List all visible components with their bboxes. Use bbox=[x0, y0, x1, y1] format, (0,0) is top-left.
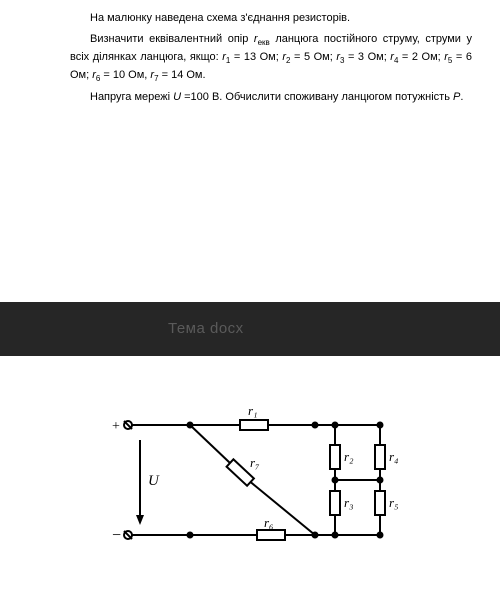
txt: =100 В. Обчислити споживану ланцюгом пот… bbox=[181, 91, 453, 103]
svg-text:r₇: r₇ bbox=[250, 455, 260, 470]
eq-r4: = 2 Ом; bbox=[398, 51, 444, 63]
txt: Визначити еквівалентний опір bbox=[90, 33, 254, 45]
eq-r6: = 10 Ом, bbox=[100, 69, 150, 81]
circuit-diagram: + − U r₁ r₂ bbox=[100, 405, 410, 555]
eq-r3: = 3 Ом; bbox=[344, 51, 390, 63]
svg-text:U: U bbox=[148, 473, 160, 489]
svg-text:r₅: r₅ bbox=[389, 495, 399, 510]
sub-ekv: екв bbox=[258, 38, 270, 47]
svg-text:r₆: r₆ bbox=[264, 515, 274, 530]
band-text: Тема docx bbox=[168, 320, 244, 337]
svg-text:r₄: r₄ bbox=[389, 449, 399, 464]
separator-band: Тема docx bbox=[0, 302, 500, 356]
svg-text:−: − bbox=[112, 527, 121, 544]
svg-text:r₁: r₁ bbox=[248, 405, 258, 418]
txt: Напруга мережі bbox=[90, 91, 173, 103]
problem-line-1: На малюнку наведена схема з'єднання рези… bbox=[70, 10, 472, 27]
problem-text: На малюнку наведена схема з'єднання рези… bbox=[0, 0, 500, 106]
problem-line-3: Напруга мережі U =100 В. Обчислити спожи… bbox=[70, 89, 472, 106]
svg-text:+: + bbox=[112, 419, 120, 434]
eq-r7: = 14 Ом. bbox=[159, 69, 206, 81]
eq-r2: = 5 Ом; bbox=[290, 51, 336, 63]
sym-U: U bbox=[173, 91, 181, 103]
txt: . bbox=[460, 91, 463, 103]
svg-text:r₃: r₃ bbox=[344, 495, 354, 510]
svg-text:r₂: r₂ bbox=[344, 449, 354, 464]
problem-line-2: Визначити еквівалентний опір rекв ланцюг… bbox=[70, 31, 472, 86]
eq-r1: = 13 Ом; bbox=[230, 51, 282, 63]
